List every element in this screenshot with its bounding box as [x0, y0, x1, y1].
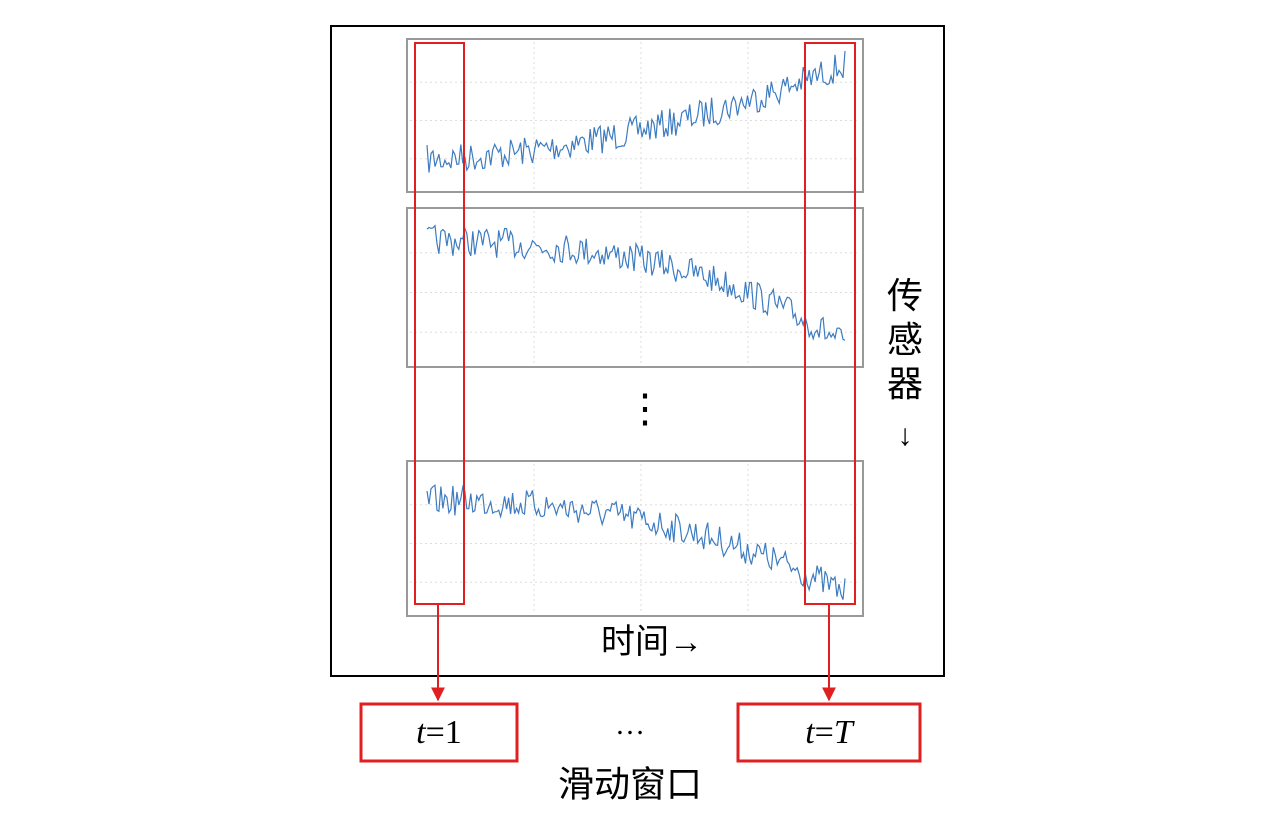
ellipsis: …: [615, 708, 645, 741]
label-part: t: [416, 714, 427, 751]
label-part: =: [815, 714, 834, 751]
signal: [426, 484, 846, 600]
panel: [406, 207, 864, 368]
window-label: t=1: [416, 714, 462, 751]
caption: 滑动窗口: [558, 764, 702, 804]
window-first: [414, 42, 465, 605]
label-part: t: [805, 714, 816, 751]
window-label: t=T: [805, 714, 855, 751]
time-label: 时间→: [601, 624, 703, 661]
window-box: [359, 702, 519, 763]
label-part: T: [834, 714, 855, 751]
window-box: [736, 702, 922, 763]
label-char: 传: [887, 276, 923, 316]
outer-frame: [330, 25, 945, 677]
sensor-arrow: ↓: [898, 419, 913, 452]
label-part: =1: [426, 714, 462, 751]
label-char: 感: [887, 320, 923, 360]
signal: [426, 51, 846, 173]
signal: [426, 224, 846, 341]
panel: [406, 38, 864, 193]
label-char: 器: [887, 364, 923, 404]
sensor-label: 传感器: [887, 276, 923, 404]
panel: [406, 460, 864, 617]
ellipsis: ⋮: [625, 386, 665, 431]
